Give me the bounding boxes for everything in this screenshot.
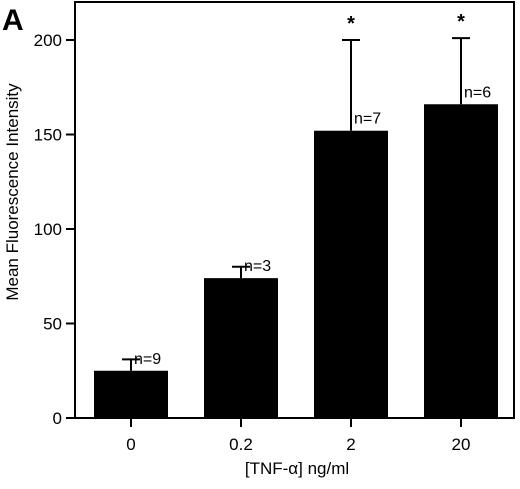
- n-label: n=9: [134, 351, 161, 368]
- x-tick-label: 0: [126, 435, 135, 454]
- x-tick-label: 20: [452, 435, 471, 454]
- y-tick-label: 50: [43, 315, 62, 334]
- bar: [314, 130, 388, 418]
- y-tick-label: 100: [34, 220, 62, 239]
- x-tick-label: 2: [346, 435, 355, 454]
- bar: [424, 104, 498, 418]
- n-label: n=6: [464, 84, 491, 101]
- panel-label: A: [2, 4, 24, 37]
- y-tick-label: 200: [34, 31, 62, 50]
- y-tick-label: 0: [53, 409, 62, 428]
- bar: [204, 278, 278, 418]
- y-axis-title: Mean Fluorescence Intensity: [3, 83, 22, 301]
- plot-area: 0 50 100 150 200 0 n=9 0.2 n=3 2 n=7 * 20 n=6 *: [34, 1, 515, 454]
- n-label: n=7: [354, 111, 381, 128]
- y-tick-label: 150: [34, 126, 62, 145]
- x-axis-title: [TNF-α] ng/ml: [245, 459, 349, 478]
- n-label: n=3: [244, 258, 271, 275]
- significance-marker: *: [457, 11, 465, 33]
- x-tick-label: 0.2: [229, 435, 253, 454]
- significance-marker: *: [347, 13, 355, 35]
- bar: [94, 370, 168, 418]
- plot-frame: [74, 1, 515, 419]
